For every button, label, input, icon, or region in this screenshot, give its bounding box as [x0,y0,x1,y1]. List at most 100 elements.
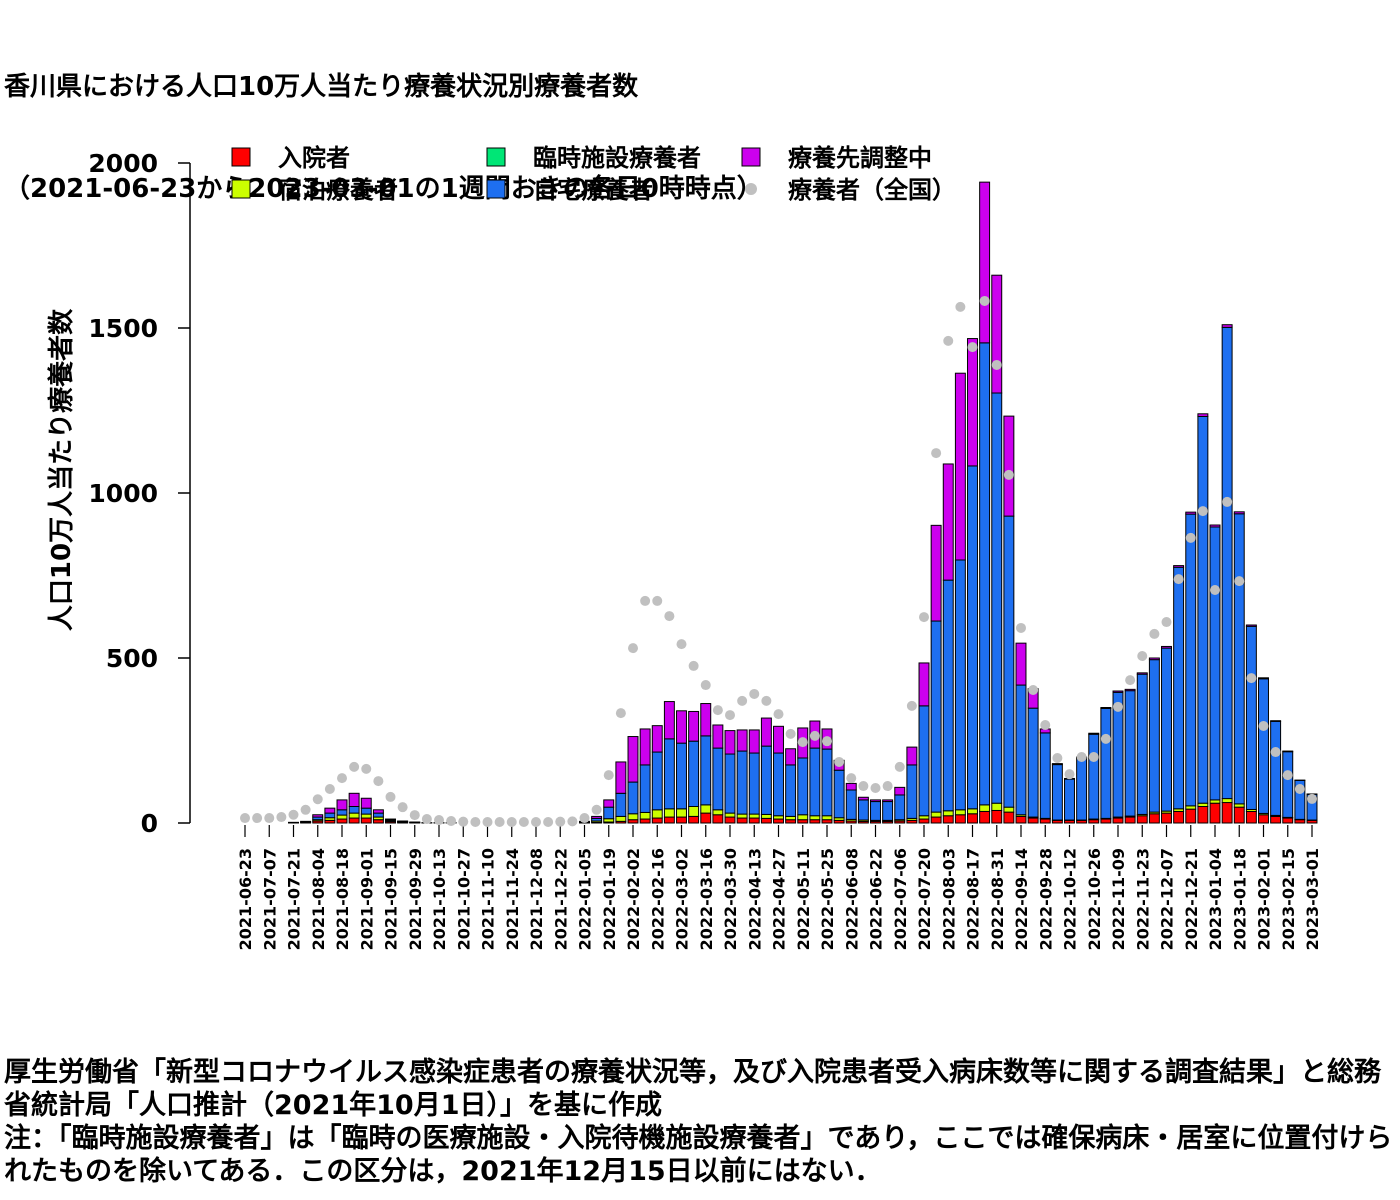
national-point [1100,733,1111,744]
bar-segment [615,792,627,817]
bar-segment [809,815,821,821]
bar-segment [845,782,857,791]
national-point [931,448,942,459]
bar-segment [688,815,700,824]
bar-segment [360,807,372,815]
national-point [531,817,541,828]
bar-segment [1124,690,1136,817]
bar-segment [748,817,760,824]
bar-segment [1112,817,1124,824]
national-point [749,688,760,699]
bar-segment [1270,720,1282,816]
national-point [688,660,699,671]
bar-segment [821,815,833,821]
chart-title: 香川県における人口10万人当たり療養状況別療養者数 [4,72,639,102]
national-point [955,301,966,312]
bar-segment [918,818,930,824]
legend-swatch [486,147,506,167]
national-point [276,812,287,823]
national-point [506,817,517,828]
legend-swatch [745,183,757,195]
national-point [1137,651,1148,662]
bar-segment [385,818,396,821]
x-tick-label: 2023-02-15 [1279,848,1298,950]
national-point [397,802,408,813]
bar-segment [954,809,966,816]
bar-segment [1100,707,1112,709]
bar-segment [797,757,809,816]
bar-segment [676,742,687,810]
x-tick-label: 2021-09-01 [357,848,376,950]
x-tick-label: 2022-02-02 [624,848,643,950]
x-tick-label: 2022-10-26 [1085,848,1104,950]
national-point [991,359,1002,370]
bar-segment [348,806,360,814]
national-point [494,817,505,828]
y-tick-label: 1500 [88,314,158,343]
bar-segment [748,813,760,819]
bar-segment [979,342,991,806]
x-tick-label: 2022-08-03 [939,848,958,950]
bar-segment [627,813,639,821]
bar-segment [300,820,312,823]
bar-segment [942,579,954,812]
bar-segment [712,724,724,749]
bar-segment [1258,677,1269,680]
national-point [240,813,250,824]
notes: 厚生労働省「新型コロナウイルス感染症患者の療養状況等，及び入院患者受入病床数等に… [4,1056,1396,1188]
bar-segment [870,799,881,803]
y-tick-label: 500 [106,644,158,673]
legend-swatch [231,147,251,167]
bar-segment [991,809,1003,824]
bar-segment [724,812,736,818]
national-point [1003,469,1014,480]
legend-label: 自宅療養者 [533,176,653,204]
bar-segment [1051,763,1063,766]
bar-segment [1015,684,1027,816]
bar-segment [1258,814,1269,824]
bar-segment [882,799,894,803]
bar-segment [1076,757,1088,821]
bar-segment [372,812,384,818]
national-point [337,773,347,784]
bar-segment [1088,733,1100,820]
bar-segment [773,725,784,754]
bar-segment [615,761,627,794]
bar-segment [809,747,821,817]
bar-segment [773,752,784,817]
bar-segment [360,797,372,809]
national-point [1149,628,1160,639]
bar-segment [760,745,772,815]
chart: 人口10万人当たり療養者数 0 500 1000 1500 2000 2021-06-23… [47,144,1322,950]
bar-segment [1027,817,1039,824]
bar-segment [736,750,748,815]
legend-swatch [741,147,761,167]
bar-segment [712,814,724,824]
national-point [518,817,529,828]
bar-segment [1027,707,1039,818]
bar-segment [1282,751,1294,818]
national-point [1197,506,1208,517]
national-point [361,763,372,774]
bar-segment [324,812,336,819]
bar-segment [676,710,687,744]
x-tick-label: 2023-01-04 [1206,848,1225,950]
national-point [555,816,566,827]
y-tick-label: 2000 [88,149,158,178]
bar-segment [360,813,372,819]
x-tick-label: 2023-01-18 [1230,848,1249,950]
national-point [1282,770,1293,781]
bar-segment [954,372,966,561]
bar-segment [1003,811,1015,824]
x-tick-label: 2022-09-14 [1012,848,1031,950]
bar-segment [894,786,906,796]
national-point [385,791,396,802]
title-block: 香川県における人口10万人当たり療養状況別療養者数 （2021-06-23から2… [4,2,763,274]
bar-segment [724,730,736,755]
bar-segment [845,789,857,820]
bar-segment [991,802,1003,811]
national-point [1246,673,1257,684]
national-point [882,781,893,792]
national-point [543,817,554,828]
bar-segment [1148,659,1160,813]
